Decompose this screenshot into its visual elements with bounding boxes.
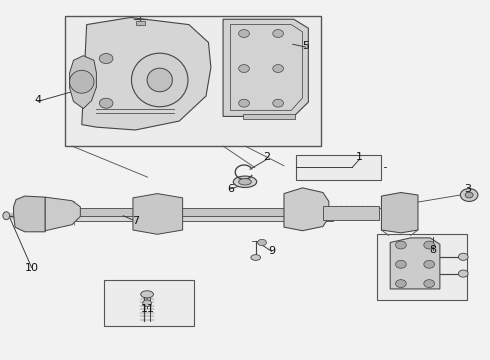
- Bar: [104, 280, 194, 327]
- Ellipse shape: [147, 68, 172, 92]
- Ellipse shape: [395, 280, 406, 288]
- Bar: [376, 234, 466, 300]
- Polygon shape: [70, 56, 97, 109]
- Polygon shape: [390, 238, 440, 289]
- Ellipse shape: [143, 300, 151, 306]
- Ellipse shape: [424, 241, 435, 249]
- Ellipse shape: [239, 64, 249, 72]
- Ellipse shape: [424, 280, 435, 288]
- Ellipse shape: [239, 179, 251, 185]
- Ellipse shape: [99, 54, 113, 64]
- Polygon shape: [284, 188, 329, 231]
- Text: 8: 8: [429, 245, 436, 255]
- Text: 11: 11: [141, 303, 154, 314]
- Bar: [243, 113, 295, 118]
- Polygon shape: [45, 197, 80, 231]
- Ellipse shape: [3, 212, 10, 220]
- Ellipse shape: [239, 99, 249, 107]
- Text: 6: 6: [227, 184, 234, 194]
- Text: 3: 3: [465, 184, 472, 194]
- Text: 1: 1: [356, 152, 363, 162]
- Text: 10: 10: [24, 262, 39, 273]
- Polygon shape: [381, 193, 418, 233]
- Ellipse shape: [273, 30, 284, 37]
- Ellipse shape: [460, 189, 478, 202]
- Bar: [24, 212, 333, 221]
- Bar: [323, 206, 379, 220]
- Bar: [136, 21, 145, 24]
- Ellipse shape: [233, 176, 257, 188]
- Bar: [24, 208, 333, 216]
- Text: 7: 7: [132, 216, 139, 226]
- Ellipse shape: [99, 98, 113, 108]
- Text: 4: 4: [34, 95, 42, 105]
- Ellipse shape: [131, 53, 188, 107]
- Ellipse shape: [395, 260, 406, 268]
- Ellipse shape: [251, 255, 261, 260]
- Polygon shape: [14, 196, 45, 232]
- Polygon shape: [223, 19, 308, 116]
- Text: 9: 9: [268, 247, 275, 256]
- Ellipse shape: [273, 99, 284, 107]
- Ellipse shape: [465, 192, 473, 198]
- Bar: [296, 155, 381, 180]
- Ellipse shape: [459, 253, 468, 260]
- Ellipse shape: [395, 241, 406, 249]
- Text: 5: 5: [302, 41, 309, 51]
- Ellipse shape: [424, 260, 435, 268]
- Ellipse shape: [273, 64, 284, 72]
- Ellipse shape: [239, 30, 249, 37]
- Ellipse shape: [70, 70, 94, 93]
- Ellipse shape: [141, 291, 153, 298]
- Text: 2: 2: [263, 152, 270, 162]
- Bar: [65, 16, 320, 146]
- Polygon shape: [133, 194, 183, 234]
- Polygon shape: [82, 18, 211, 130]
- Ellipse shape: [459, 270, 468, 277]
- Ellipse shape: [258, 239, 267, 246]
